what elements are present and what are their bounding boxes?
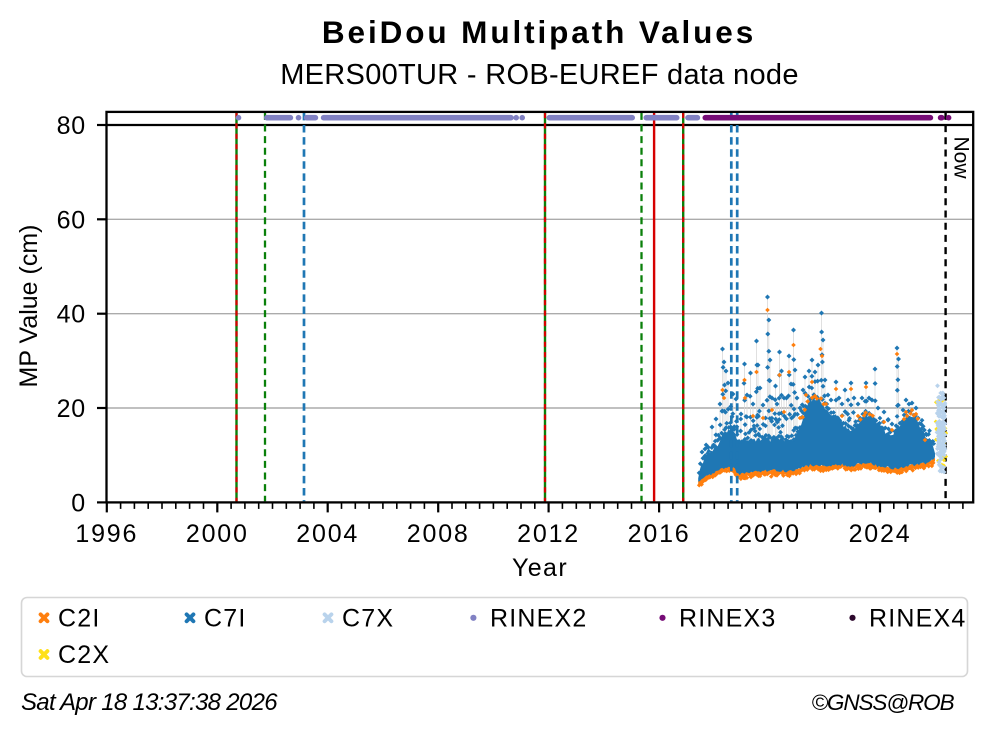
- svg-text:Sat Apr 18 13:37:38 2026: Sat Apr 18 13:37:38 2026: [21, 689, 278, 716]
- svg-text:C7I: C7I: [204, 604, 247, 632]
- svg-text:RINEX2: RINEX2: [490, 604, 588, 632]
- svg-text:80: 80: [57, 112, 86, 140]
- svg-text:40: 40: [57, 301, 86, 329]
- svg-text:MERS00TUR - ROB-EUREF data nod: MERS00TUR - ROB-EUREF data node: [280, 59, 799, 91]
- svg-text:BeiDou Multipath Values: BeiDou Multipath Values: [322, 14, 756, 50]
- svg-text:RINEX4: RINEX4: [869, 604, 967, 632]
- svg-text:2016: 2016: [628, 520, 691, 548]
- svg-text:2024: 2024: [849, 520, 912, 548]
- svg-text:C2X: C2X: [58, 641, 110, 669]
- svg-text:2000: 2000: [186, 520, 249, 548]
- svg-text:1996: 1996: [75, 520, 138, 548]
- svg-text:2008: 2008: [407, 520, 470, 548]
- svg-text:20: 20: [57, 395, 86, 423]
- svg-text:0: 0: [71, 489, 86, 517]
- svg-text:Now: Now: [950, 137, 973, 180]
- svg-text:2012: 2012: [517, 520, 580, 548]
- svg-text:60: 60: [57, 206, 86, 234]
- svg-text:C2I: C2I: [58, 604, 101, 632]
- svg-text:RINEX3: RINEX3: [679, 604, 777, 632]
- svg-text:2004: 2004: [296, 520, 359, 548]
- svg-text:MP Value (cm): MP Value (cm): [15, 224, 43, 387]
- svg-text:©GNSS@ROB: ©GNSS@ROB: [811, 690, 954, 715]
- svg-text:2020: 2020: [738, 520, 801, 548]
- svg-text:C7X: C7X: [342, 604, 394, 632]
- svg-text:Year: Year: [512, 554, 568, 582]
